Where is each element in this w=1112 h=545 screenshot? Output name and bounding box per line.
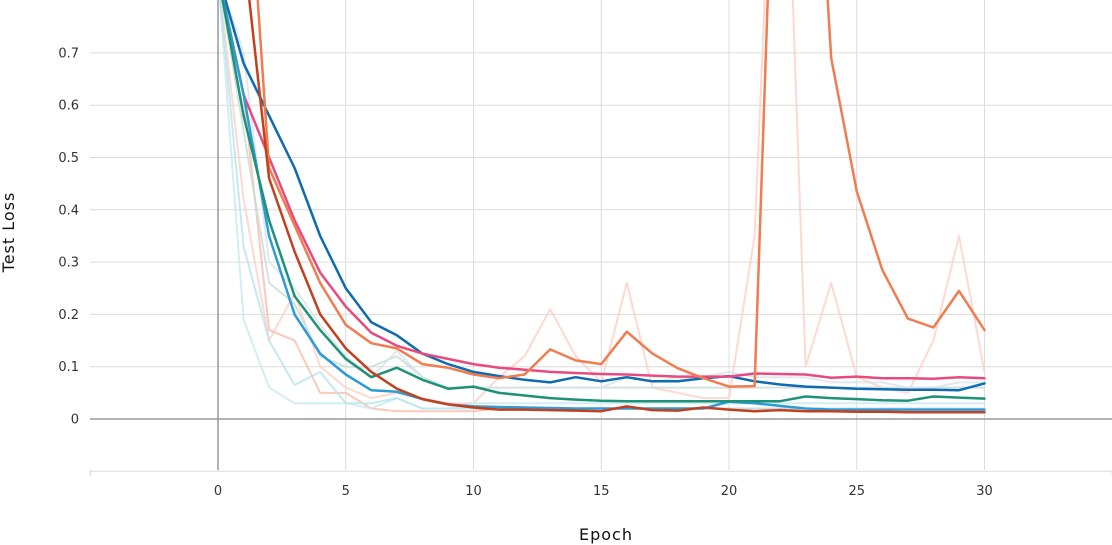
series-line-9	[256, 0, 986, 388]
y-tick-label: 0.5	[58, 151, 79, 166]
zero-lines	[90, 0, 1112, 470]
y-axis-title: Test Loss	[0, 192, 18, 274]
y-tick-label: 0.4	[58, 203, 79, 218]
series-group	[218, 0, 986, 414]
x-tick-label: 15	[593, 484, 610, 499]
series-line-12	[248, 0, 986, 414]
x-tick-label: 25	[848, 484, 865, 499]
series-line-8	[222, 0, 986, 380]
y-tick-label: 0.2	[58, 308, 79, 323]
x-tick-label: 10	[465, 484, 482, 499]
y-tick-label: 0.7	[58, 46, 79, 61]
series-line-10	[222, 0, 986, 411]
x-tick-label: 20	[721, 484, 738, 499]
x-tick-label: 0	[214, 484, 222, 499]
x-tick-labels: 0 5 10 15 20 25 30	[214, 484, 993, 499]
y-tick-labels: 0 0.1 0.2 0.3 0.4 0.5 0.6 0.7	[58, 46, 79, 427]
series-line-6	[225, 0, 986, 389]
y-tick-label: 0.6	[58, 99, 79, 114]
y-tick-label: 0	[71, 413, 79, 428]
series-line-11	[221, 0, 986, 403]
series-line-7	[224, 0, 986, 392]
y-tick-label: 0.3	[58, 256, 79, 271]
x-axis-title: Epoch	[579, 525, 633, 544]
x-tick-label: 5	[342, 484, 350, 499]
x-tick-label: 30	[976, 484, 993, 499]
y-tick-label: 0.1	[58, 360, 79, 375]
